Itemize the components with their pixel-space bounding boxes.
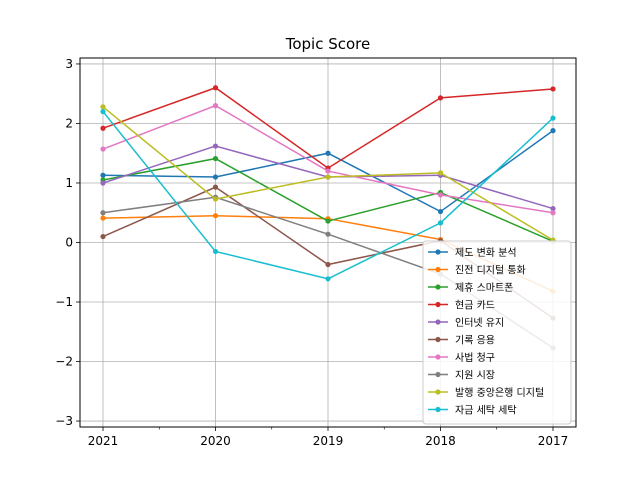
y-tick-label: 1 xyxy=(65,176,73,190)
data-point xyxy=(212,143,219,149)
legend-label: 사법 청구 xyxy=(455,352,495,364)
data-point xyxy=(100,104,106,110)
legend-swatch-marker xyxy=(435,301,441,308)
legend-swatch-marker xyxy=(435,389,441,395)
data-point xyxy=(325,174,331,180)
y-tick-label: 3 xyxy=(65,57,73,71)
data-point xyxy=(325,261,331,268)
data-point xyxy=(100,125,106,131)
x-tick-label: 2021 xyxy=(88,434,119,448)
legend-label: 제도 변화 분석 xyxy=(455,247,517,259)
legend-swatch-marker xyxy=(435,336,441,343)
series xyxy=(100,128,556,215)
data-point xyxy=(212,248,219,255)
legend-label: 발행 중앙은행 디지털 xyxy=(455,387,544,399)
data-point xyxy=(212,155,219,162)
legend-item: 사법 청구 xyxy=(428,352,495,364)
legend-label: 제휴 스마트폰 xyxy=(455,282,513,294)
legend-box xyxy=(422,240,572,425)
x-tick-label: 2017 xyxy=(538,434,569,448)
legend-swatch-marker xyxy=(435,371,441,378)
y-tick-label: −1 xyxy=(55,295,73,309)
y-tick-label: 2 xyxy=(65,116,73,130)
y-axis: 3 2 1 0 −1 −2 −3 xyxy=(55,57,80,428)
data-point xyxy=(100,215,106,221)
data-point xyxy=(212,184,219,190)
y-tick-label: −3 xyxy=(55,414,73,428)
legend-label: 진전 디지털 통화 xyxy=(455,265,526,277)
series-layer xyxy=(100,85,556,351)
data-point xyxy=(325,218,331,224)
data-point xyxy=(100,146,106,152)
legend-item: 진전 디지털 통화 xyxy=(428,265,526,277)
data-point xyxy=(437,208,444,215)
data-point xyxy=(437,220,444,226)
series xyxy=(100,103,556,216)
legend-item: 지원 시장 xyxy=(428,370,495,382)
data-point xyxy=(437,95,444,101)
x-tick-label: 2018 xyxy=(425,434,456,448)
data-point xyxy=(100,180,106,186)
data-point xyxy=(212,196,219,202)
legend-label: 현금 카드 xyxy=(455,300,495,312)
legend-swatch-marker xyxy=(435,319,441,325)
legend-item: 인터넷 유지 xyxy=(428,317,504,329)
data-point xyxy=(100,172,106,178)
data-point xyxy=(550,86,556,92)
series xyxy=(100,108,556,282)
legend-item: 발행 중앙은행 디지털 xyxy=(428,387,544,399)
data-point xyxy=(100,210,106,216)
legend-swatch-marker xyxy=(435,266,441,273)
data-point xyxy=(550,205,556,212)
data-point xyxy=(550,128,556,134)
data-point xyxy=(325,168,331,174)
chart-title: Topic Score xyxy=(285,35,371,53)
data-point xyxy=(212,85,219,91)
legend-label: 지원 시장 xyxy=(455,370,495,382)
x-tick-label: 2020 xyxy=(200,434,231,448)
data-point xyxy=(325,150,331,156)
legend-item: 기록 응용 xyxy=(428,335,495,347)
legend-swatch-marker xyxy=(435,284,441,290)
legend-item: 자금 세탁 세탁 xyxy=(428,405,517,417)
legend-item: 제도 변화 분석 xyxy=(428,247,517,259)
data-point xyxy=(437,170,444,176)
data-point xyxy=(212,103,219,109)
data-point xyxy=(325,231,331,237)
legend-swatch-marker xyxy=(435,249,441,255)
data-point xyxy=(100,233,106,240)
legend-label: 기록 응용 xyxy=(455,335,495,347)
legend-swatch-marker xyxy=(435,406,441,413)
data-point xyxy=(212,213,219,219)
data-point xyxy=(550,210,556,216)
data-point xyxy=(212,174,219,180)
data-point xyxy=(100,108,106,115)
y-tick-label: −2 xyxy=(55,355,73,369)
legend-item: 제휴 스마트폰 xyxy=(428,282,513,294)
legend-label: 자금 세탁 세탁 xyxy=(455,405,517,417)
x-tick-label: 2019 xyxy=(313,434,344,448)
data-point xyxy=(437,192,444,198)
data-point xyxy=(325,276,331,282)
data-point xyxy=(550,115,556,121)
x-axis: 2021 2020 2019 2018 2017 xyxy=(88,427,569,448)
y-tick-label: 0 xyxy=(65,236,73,250)
legend-label: 인터넷 유지 xyxy=(455,317,504,329)
legend-swatch-marker xyxy=(435,354,441,360)
legend-item: 현금 카드 xyxy=(428,300,495,312)
